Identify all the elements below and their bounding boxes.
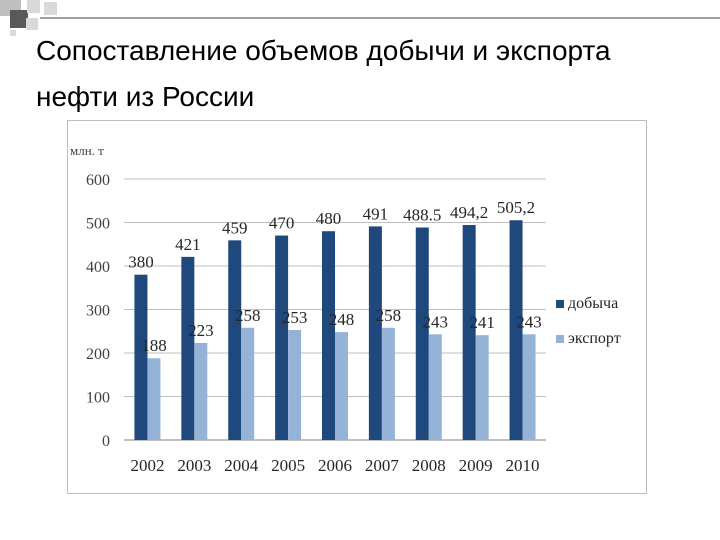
bar-eksport: [475, 335, 489, 440]
data-label: 421: [175, 235, 201, 254]
unit-label: млн. т: [70, 143, 104, 158]
bar-eksport: [335, 332, 348, 440]
bar-dobycha: [415, 227, 429, 440]
y-tick-label: 0: [102, 433, 110, 450]
x-tick-label: 2003: [177, 456, 211, 475]
x-tick-label: 2004: [224, 456, 259, 475]
legend-swatch: [556, 300, 564, 308]
chart-frame: 0 100 200 300 400 500 600 2002 2003 2004 2005 2006 2…: [67, 120, 647, 494]
data-labels: 380 188 421 223 459 258 470 253 480 248 491 258 488.…: [128, 198, 542, 355]
x-tick-label: 2002: [130, 456, 164, 475]
bar-dobycha: [134, 274, 148, 440]
slide-title: Сопоставление объемов добычи и экспорта …: [36, 35, 611, 112]
y-tick-label: 500: [86, 216, 110, 233]
data-label: 248: [329, 310, 355, 329]
x-tick-label: 2008: [412, 456, 446, 475]
data-label: 491: [363, 204, 389, 223]
bar-dobycha: [368, 226, 382, 440]
bar-dobycha: [322, 231, 335, 440]
bar-dobycha: [228, 240, 242, 440]
bar-dobycha: [462, 225, 476, 440]
x-tick-label: 2010: [506, 456, 540, 475]
data-label: 243: [423, 312, 449, 331]
bar-eksport: [241, 327, 255, 440]
data-label: 380: [128, 253, 154, 272]
bar-eksport: [522, 334, 536, 440]
data-label: 188: [141, 336, 167, 355]
y-tick-label: 100: [86, 390, 110, 407]
data-label: 253: [282, 308, 308, 327]
axes: 0 100 200 300 400 500 600 2002 2003 2004 2005 2006 2…: [86, 172, 540, 475]
bar-chart: 0 100 200 300 400 500 600 2002 2003 2004 2005 2006 2…: [70, 143, 621, 475]
slide-decoration: [0, 0, 720, 36]
x-tick-label: 2006: [318, 456, 352, 475]
bar-dobycha: [181, 256, 195, 440]
bars: [134, 220, 536, 440]
bar-dobycha: [509, 220, 523, 440]
y-tick-label: 600: [86, 172, 110, 189]
legend-swatch: [556, 335, 564, 343]
bar-dobycha: [275, 235, 289, 440]
bar-eksport: [288, 329, 302, 440]
x-tick-label: 2005: [271, 456, 305, 475]
data-label: 488.5: [403, 206, 441, 225]
legend-label: экспорт: [568, 330, 621, 347]
y-tick-label: 400: [86, 259, 110, 276]
legend-label: добыча: [568, 295, 618, 312]
data-label: 258: [235, 306, 261, 325]
bar-eksport: [381, 327, 395, 440]
y-tick-label: 300: [86, 303, 110, 320]
x-tick-label: 2009: [459, 456, 493, 475]
data-label: 505,2: [497, 198, 535, 217]
bar-eksport: [194, 342, 208, 440]
data-label: 223: [188, 321, 214, 340]
bar-eksport: [147, 358, 161, 440]
x-tick-label: 2007: [365, 456, 400, 475]
data-label: 243: [516, 312, 542, 331]
data-label: 470: [269, 214, 295, 233]
data-label: 258: [376, 306, 402, 325]
y-tick-label: 200: [86, 346, 110, 363]
data-label: 459: [222, 218, 248, 237]
data-label: 241: [469, 313, 495, 332]
data-label: 480: [316, 209, 342, 228]
legend: добыча экспорт: [556, 295, 621, 347]
bar-eksport: [428, 334, 442, 440]
data-label: 494,2: [450, 203, 488, 222]
